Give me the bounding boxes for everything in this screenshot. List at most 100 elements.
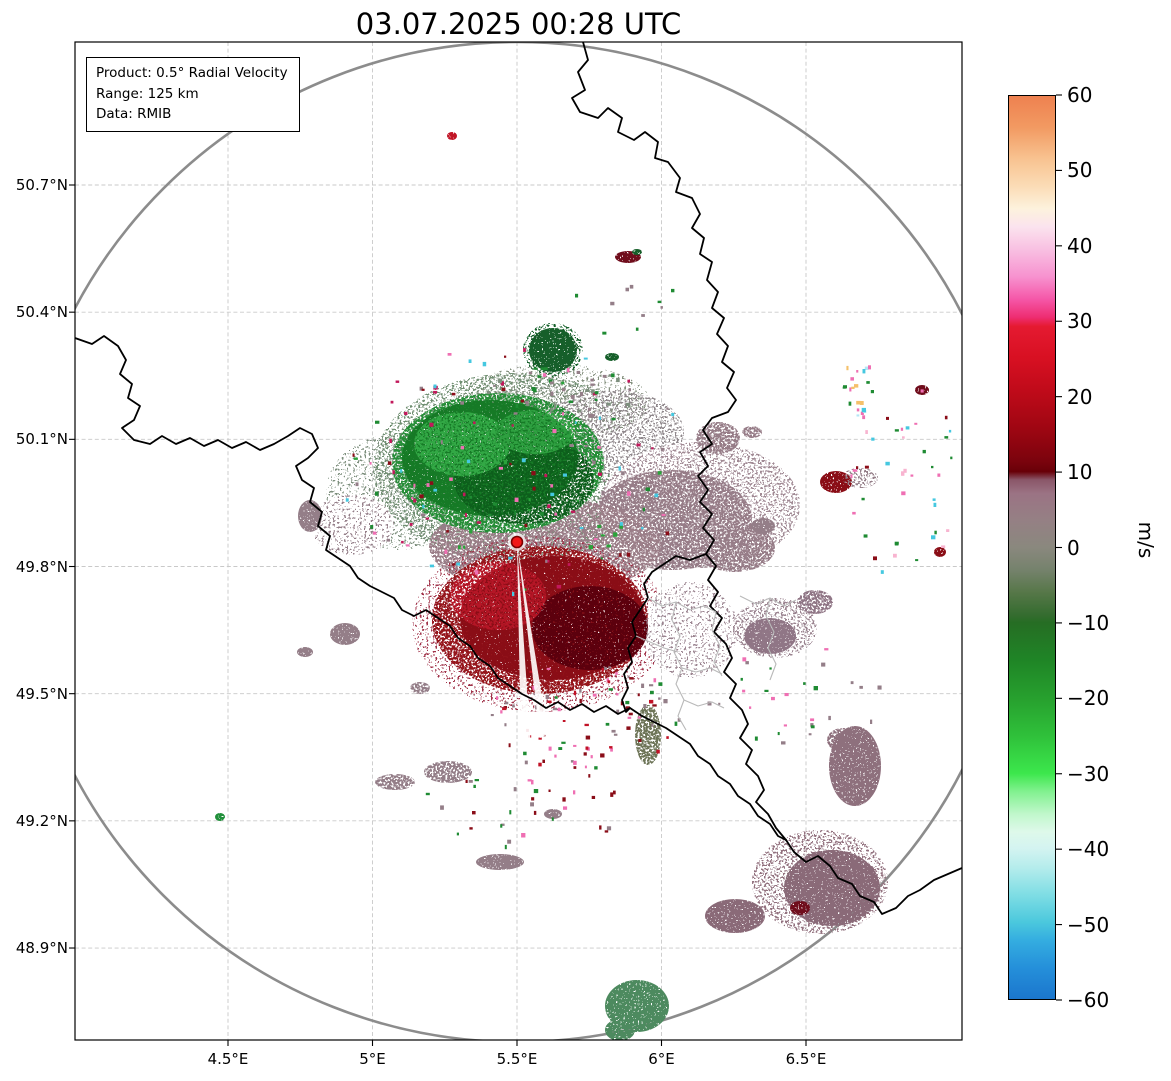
radar-pixel bbox=[627, 716, 632, 719]
radar-pixel bbox=[606, 678, 609, 682]
radar-pixel bbox=[601, 667, 604, 672]
radar-pixel bbox=[850, 474, 853, 479]
radar-pixel bbox=[944, 436, 949, 439]
radar-pixel bbox=[551, 817, 554, 821]
radar-pixel bbox=[852, 511, 856, 515]
radar-pixel bbox=[931, 465, 934, 469]
colorbar-tick-label: 10 bbox=[1067, 460, 1093, 485]
radar-echo bbox=[447, 132, 457, 140]
radar-pixel bbox=[533, 810, 537, 815]
radar-pixel bbox=[933, 502, 937, 507]
radar-pixel bbox=[754, 736, 758, 741]
radar-pixel bbox=[851, 386, 855, 389]
border-belgium-france bbox=[75, 335, 787, 841]
radar-pixel bbox=[523, 751, 527, 756]
radar-pixel bbox=[862, 369, 866, 374]
figure-title: 03.07.2025 00:28 UTC bbox=[355, 7, 682, 41]
radar-pixel bbox=[449, 477, 453, 481]
radar-pixel bbox=[871, 437, 875, 441]
radar-pixel bbox=[557, 708, 561, 712]
radar-pixel bbox=[625, 706, 630, 710]
x-tick-label: 5°E bbox=[359, 1050, 386, 1068]
radar-pixel bbox=[531, 797, 535, 801]
radar-pixel bbox=[372, 531, 377, 535]
radar-pixel bbox=[392, 470, 395, 475]
radar-pixel bbox=[894, 429, 899, 432]
radar-pixel bbox=[863, 534, 868, 538]
radar-pixel bbox=[370, 525, 374, 529]
radar-pixel bbox=[499, 555, 503, 558]
radar-pixel bbox=[401, 540, 404, 544]
radar-echo bbox=[310, 495, 394, 555]
radar-pixel bbox=[636, 443, 641, 447]
radar-pixel bbox=[490, 714, 494, 717]
radar-pixel bbox=[410, 497, 414, 500]
regional-border bbox=[765, 597, 777, 681]
radar-pixel bbox=[657, 300, 662, 304]
radar-pixel bbox=[642, 507, 645, 512]
radar-pixel bbox=[577, 409, 582, 412]
y-tick-label: 50.4°N bbox=[15, 303, 68, 322]
radar-pixel bbox=[413, 483, 416, 488]
radar-pixel bbox=[386, 538, 390, 542]
radar-pixel bbox=[504, 701, 509, 705]
radar-pixel bbox=[902, 436, 905, 439]
colorbar-tick-label: −20 bbox=[1067, 686, 1110, 711]
radar-pixel bbox=[901, 491, 906, 496]
radar-pixel bbox=[498, 466, 503, 470]
radar-echo bbox=[375, 774, 415, 790]
colorbar-tick-label: −60 bbox=[1067, 988, 1110, 1012]
info-product: Product: 0.5° Radial Velocity bbox=[96, 65, 288, 81]
radar-echo bbox=[642, 582, 738, 678]
radar-pixel bbox=[500, 381, 504, 386]
radar-pixel bbox=[558, 747, 563, 750]
radar-pixel bbox=[769, 667, 772, 670]
radar-pixel bbox=[677, 718, 681, 722]
radar-pixel bbox=[629, 284, 634, 289]
colorbar-tick-label: 0 bbox=[1067, 535, 1080, 560]
radar-pixel bbox=[601, 534, 605, 537]
radar-pixel bbox=[641, 314, 645, 317]
radar-pixel bbox=[456, 832, 459, 836]
radar-pixel bbox=[610, 301, 615, 306]
radar-pixel bbox=[588, 774, 591, 778]
radar-pixel bbox=[886, 416, 889, 420]
y-tick-label: 50.1°N bbox=[15, 430, 68, 449]
radar-echo bbox=[827, 728, 859, 752]
radar-pixel bbox=[458, 545, 461, 550]
plot-frame bbox=[74, 41, 963, 1041]
radar-pixel bbox=[562, 797, 566, 802]
radar-pixel bbox=[573, 744, 577, 747]
radar-pixel bbox=[619, 524, 623, 529]
radar-echo-layer bbox=[215, 132, 946, 1040]
y-tick-label: 49.5°N bbox=[15, 684, 68, 703]
radar-pixel bbox=[628, 712, 633, 716]
radar-pixel bbox=[474, 570, 479, 575]
radar-pixel bbox=[583, 526, 586, 531]
radar-pixel bbox=[579, 527, 584, 530]
radar-pixel bbox=[856, 408, 860, 412]
radar-pixel bbox=[476, 521, 481, 524]
radar-pixel bbox=[810, 725, 815, 729]
radar-pixel bbox=[515, 403, 519, 408]
radar-pixel bbox=[430, 481, 434, 485]
radar-pixel bbox=[524, 760, 528, 765]
radar-pixel bbox=[508, 743, 511, 748]
radar-pixel bbox=[550, 391, 554, 396]
radar-pixel bbox=[562, 473, 567, 477]
radar-pixel bbox=[856, 370, 859, 373]
radar-echo bbox=[744, 618, 796, 654]
radar-pixel bbox=[433, 390, 437, 394]
radar-pixel bbox=[469, 827, 473, 830]
radar-pixel bbox=[649, 699, 654, 704]
radar-pixel bbox=[390, 400, 394, 404]
radar-pixel bbox=[861, 407, 866, 413]
radar-pixel bbox=[850, 681, 854, 685]
radar-pixel bbox=[584, 765, 587, 769]
radar-pixel bbox=[627, 491, 631, 496]
radar-pixel bbox=[521, 833, 526, 838]
radar-pixel bbox=[606, 826, 612, 831]
radar-pixel bbox=[611, 417, 616, 421]
radar-pixel bbox=[859, 401, 864, 405]
radar-pixel bbox=[650, 690, 654, 695]
